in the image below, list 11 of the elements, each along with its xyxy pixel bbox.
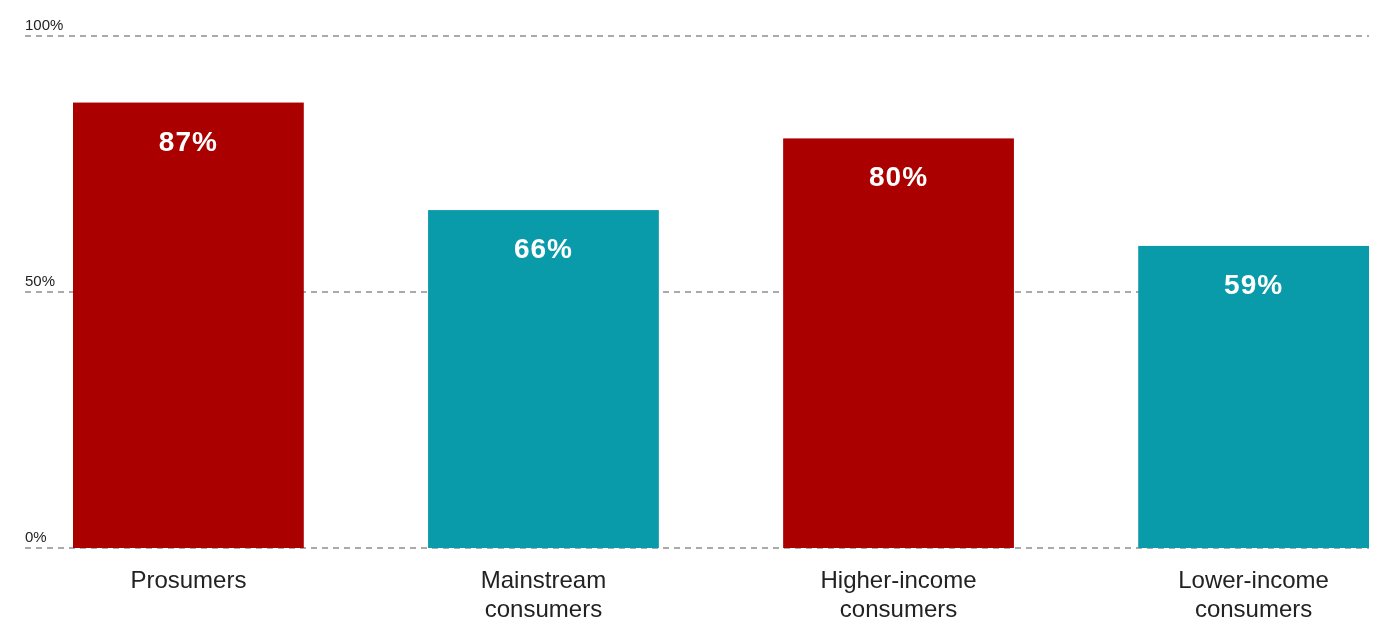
x-tick-label: Mainstream consumers — [480, 566, 607, 620]
y-tick-label: 100% — [25, 16, 64, 33]
data-label: 87% — [158, 125, 218, 157]
x-tick-label: Lower-income consumers — [1178, 566, 1329, 620]
x-tick-label: Prosumers — [130, 566, 247, 593]
y-tick-label: 0% — [25, 528, 47, 545]
data-label: 66% — [513, 233, 573, 265]
data-label: 59% — [1224, 268, 1284, 300]
x-tick-label: Higher-income consumers — [820, 566, 977, 620]
y-tick-label: 50% — [25, 272, 56, 289]
data-label: 80% — [869, 161, 929, 193]
